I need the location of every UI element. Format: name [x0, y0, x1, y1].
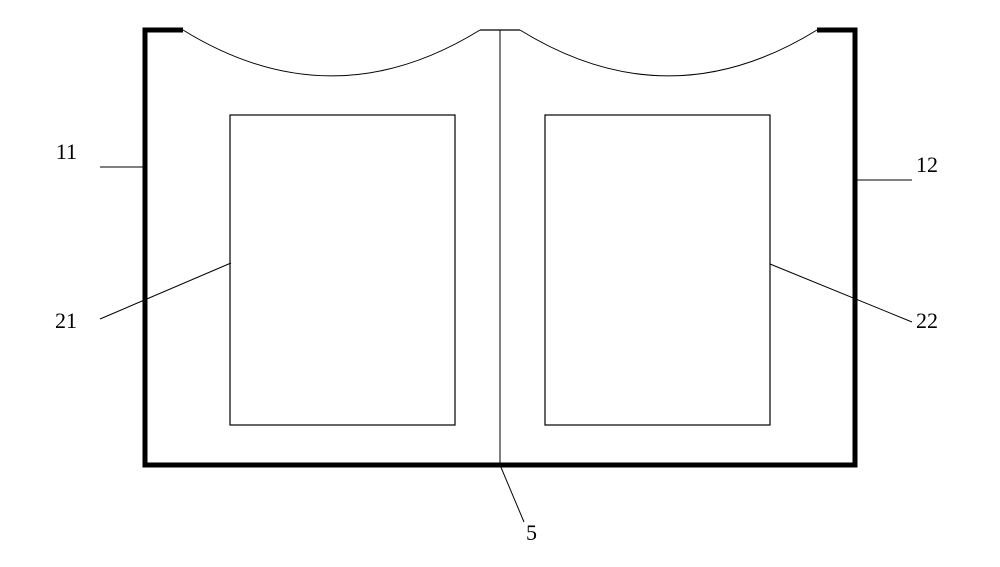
- inner-rect-left: [230, 115, 455, 425]
- callout-label-22: 22: [916, 308, 938, 333]
- right-top-arc: [520, 30, 817, 76]
- callout-label-21: 21: [55, 308, 77, 333]
- callout-label-12: 12: [916, 152, 938, 177]
- callout-line-5: [500, 465, 524, 522]
- inner-rect-right: [545, 115, 770, 425]
- left-top-arc: [183, 30, 480, 76]
- callout-line-22: [770, 264, 912, 322]
- callout-label-11: 11: [56, 139, 77, 164]
- callout-label-5: 5: [526, 520, 537, 545]
- callout-line-21: [100, 263, 231, 319]
